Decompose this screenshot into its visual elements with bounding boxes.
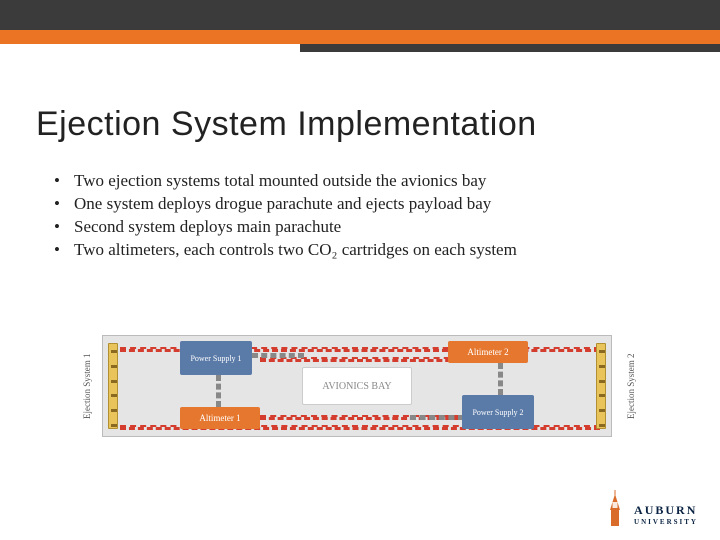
diagram-box: Power Supply 1 (180, 341, 252, 375)
auburn-logo: AUBURN UNIVERSITY (606, 490, 698, 526)
logo-main: AUBURN (634, 503, 698, 518)
diagram-box: Altimeter 2 (448, 341, 528, 363)
diagram-terminal (108, 343, 118, 429)
diagram-side-label: Ejection System 2 (626, 343, 636, 429)
bullet-item: Second system deploys main parachute (48, 216, 686, 239)
diagram-box: Altimeter 1 (180, 407, 260, 429)
bullet-list: Two ejection systems total mounted outsi… (48, 170, 686, 262)
logo-sub: UNIVERSITY (634, 518, 698, 526)
header-band-orange (0, 30, 720, 44)
diagram-wire (252, 353, 304, 358)
diagram-side-label: Ejection System 1 (82, 343, 92, 429)
diagram-wire (216, 375, 221, 407)
diagram-box: Power Supply 2 (462, 395, 534, 429)
logo-text: AUBURN UNIVERSITY (634, 503, 698, 526)
bullet-item: Two altimeters, each controls two CO₂ ca… (48, 239, 686, 262)
diagram-terminal (596, 343, 606, 429)
header-band-accent (300, 44, 720, 52)
diagram-box: AVIONICS BAY (302, 367, 412, 405)
bullet-item: Two ejection systems total mounted outsi… (48, 170, 686, 193)
header-band-dark (0, 0, 720, 30)
diagram-wire (410, 415, 464, 420)
slide-content: Ejection System Implementation Two eject… (36, 105, 686, 262)
samford-tower-icon (606, 490, 624, 526)
diagram-wire (498, 363, 503, 395)
slide-title: Ejection System Implementation (36, 105, 686, 144)
bullet-item: One system deploys drogue parachute and … (48, 193, 686, 216)
